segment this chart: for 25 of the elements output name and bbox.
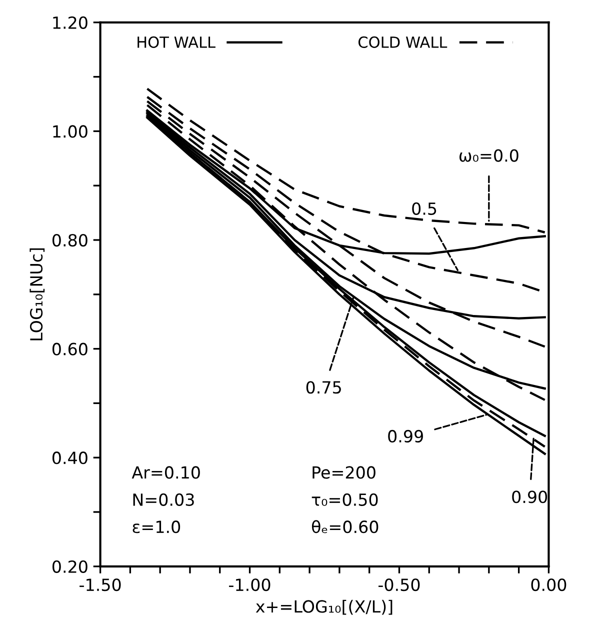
legend-label: COLD WALL <box>358 36 448 48</box>
y-axis-title: LOG₁₀[NUc] <box>30 248 45 340</box>
x-tick-label: -1.50 <box>80 578 121 592</box>
annotation: ε=1.0 <box>132 520 180 534</box>
x-tick-label: 0.00 <box>531 578 566 592</box>
annotation: 0.99 <box>388 430 423 443</box>
x-tick-label: -0.50 <box>378 578 420 592</box>
y-tick-label: 1.20 <box>53 16 88 29</box>
x-tick-label: -1.00 <box>229 578 270 592</box>
annotation: 0.90 <box>512 490 548 504</box>
annotation: 0.75 <box>306 381 341 394</box>
x-axis-title: x+=LOG₁₀[(X/L)] <box>256 600 392 615</box>
annotation: Pe=200 <box>312 466 376 479</box>
legend-label: HOT WALL <box>138 36 216 48</box>
annotation: 0.5 <box>412 202 436 215</box>
annotation: N=0.03 <box>133 493 194 506</box>
annotation: θₑ=0.60 <box>312 520 378 534</box>
annotation: ω₀=0.0 <box>459 149 518 162</box>
y-tick-label: 0.20 <box>52 560 88 573</box>
annotation: τ₀=0.50 <box>312 493 378 506</box>
annotation: Ar=0.10 <box>132 466 200 479</box>
y-tick-label: 0.80 <box>52 234 88 247</box>
y-tick-label: 0.40 <box>52 452 88 464</box>
y-tick-label: 1.00 <box>53 125 88 138</box>
y-tick-label: 0.60 <box>52 342 88 356</box>
